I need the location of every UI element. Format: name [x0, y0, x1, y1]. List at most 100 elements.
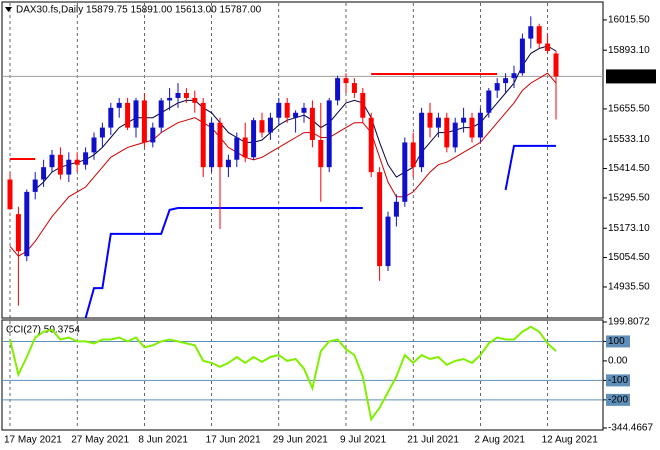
cci-title: CCI(27) 50.3754 — [6, 325, 80, 336]
y-tick-label: -344.4667 — [608, 423, 653, 434]
candle-body — [225, 159, 231, 168]
y-tick-label: 15295.50 — [608, 193, 650, 204]
candle-body — [133, 100, 139, 128]
candle-body — [125, 102, 131, 128]
candle-body — [553, 53, 559, 77]
y-tick-label: 15893.10 — [608, 45, 650, 56]
candle-body — [528, 26, 534, 39]
candle-body — [494, 83, 500, 91]
y-tick-label: 100 — [608, 336, 625, 347]
candle-body — [343, 78, 349, 84]
candle-body — [435, 117, 441, 128]
y-tick-label: 15414.50 — [608, 163, 650, 174]
candle-body — [419, 112, 425, 168]
y-tick-label: 15054.50 — [608, 252, 650, 263]
level-label-bg — [606, 335, 630, 348]
candle-body — [200, 102, 206, 168]
candle-body — [351, 83, 357, 93]
candle-body — [99, 127, 105, 138]
candle-body — [326, 100, 332, 168]
chart-title: DAX30.fs,Daily 15879.75 15891.00 15613.0… — [16, 5, 262, 16]
y-tick-label: -200 — [608, 395, 628, 406]
collapse-icon — [5, 7, 12, 12]
candle-body — [192, 97, 198, 103]
candle-body — [83, 152, 89, 165]
candle-body — [335, 78, 341, 101]
candle-body — [116, 102, 122, 108]
candle-body — [49, 154, 55, 168]
x-tick-label: 12 Aug 2021 — [542, 435, 599, 446]
candle-body — [402, 142, 408, 202]
candle-body — [24, 191, 30, 257]
candle-body — [503, 78, 509, 84]
candle-body — [217, 122, 223, 168]
candle-body — [74, 159, 80, 165]
candle-body — [477, 112, 483, 138]
candle-body — [393, 201, 399, 217]
candle-body — [545, 43, 551, 51]
x-tick-label: 27 May 2021 — [71, 435, 129, 446]
candle-body — [427, 112, 433, 128]
candle-body — [385, 216, 391, 267]
candle-body — [284, 102, 290, 118]
candle-body — [259, 120, 265, 133]
candle-body — [410, 142, 416, 168]
candle-body — [158, 100, 164, 128]
candle-body — [150, 127, 156, 143]
candle-body — [360, 92, 366, 118]
y-tick-label: 15173.10 — [608, 223, 650, 234]
indicator-line — [9, 72, 557, 257]
last-price-label: 15787.00 — [608, 71, 650, 82]
candle-body — [15, 214, 21, 252]
candle-body — [234, 137, 240, 160]
price-panel — [1, 1, 604, 319]
candle-body — [511, 73, 517, 79]
level-label-bg — [606, 393, 630, 406]
candle-body — [444, 117, 450, 148]
candle-body — [469, 117, 475, 138]
candle-body — [41, 167, 47, 180]
candle-body — [251, 120, 257, 158]
x-tick-label: 21 Jul 2021 — [407, 435, 459, 446]
level-label-bg — [606, 374, 630, 387]
candle-body — [309, 107, 315, 140]
x-tick-label: 8 Jun 2021 — [138, 435, 188, 446]
candle-body — [66, 159, 72, 175]
candle-body — [242, 137, 248, 158]
candle-body — [486, 90, 492, 113]
y-tick-label: 15655.50 — [608, 104, 650, 115]
y-tick-label: 0.00 — [608, 356, 628, 367]
candle-body — [91, 137, 97, 153]
last-price-box — [606, 69, 656, 84]
candle-body — [267, 117, 273, 133]
candle-body — [318, 139, 324, 168]
candle-body — [293, 112, 299, 118]
y-tick-label: 15533.10 — [608, 134, 650, 145]
candle-body — [209, 122, 215, 168]
candle-body — [519, 38, 525, 74]
candle-body — [183, 92, 189, 98]
x-tick-label: 2 Aug 2021 — [474, 435, 525, 446]
x-tick-label: 17 May 2021 — [4, 435, 62, 446]
candle-body — [461, 117, 467, 123]
indicator-line — [10, 73, 498, 160]
indicator-line — [84, 144, 556, 319]
candle-body — [32, 179, 38, 192]
y-tick-label: 14935.50 — [608, 282, 650, 293]
y-tick-label: 199.8072 — [608, 317, 650, 328]
candle-body — [167, 97, 173, 101]
candle-body — [141, 100, 147, 143]
candle-body — [536, 26, 542, 44]
x-tick-label: 9 Jul 2021 — [340, 435, 387, 446]
indicator-line — [9, 325, 557, 422]
candle-body — [175, 92, 181, 98]
candle-body — [57, 154, 63, 175]
candle-body — [108, 107, 114, 128]
x-tick-label: 29 Jun 2021 — [273, 435, 328, 446]
y-tick-label: 16015.50 — [608, 15, 650, 26]
candle-body — [377, 172, 383, 267]
candle-body — [452, 122, 458, 148]
candle-body — [301, 107, 307, 113]
